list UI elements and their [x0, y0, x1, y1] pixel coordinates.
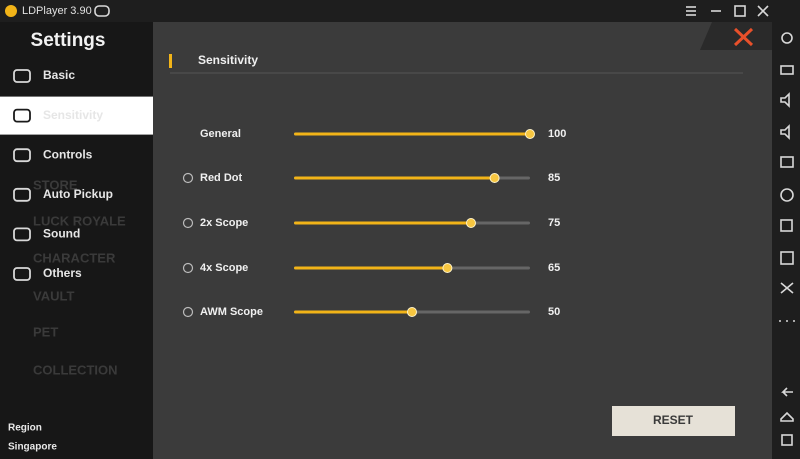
volume-up-tool[interactable] [780, 92, 790, 108]
window-title: LDPlayer 3.90 [22, 5, 92, 17]
close-window-button[interactable] [757, 5, 769, 17]
background-label: CHARACTER [33, 250, 116, 265]
menu: STORE LUCK ROYALE CHARACTER VAULT PET COLLECT… [0, 68, 153, 377]
region-value: Singapore [8, 442, 57, 453]
keyboard-tool[interactable] [780, 65, 794, 75]
slider-list: General 100 Red Dot 85 2x Scope 75 4x Scope 65 A… [182, 128, 566, 318]
volume-down-tool[interactable] [780, 124, 790, 140]
slider-label: General [200, 128, 241, 140]
slider-knob[interactable] [407, 307, 417, 317]
main-panel [153, 22, 772, 459]
slider-icon [182, 262, 194, 274]
slider-fill [294, 221, 471, 225]
reset-button[interactable] [612, 406, 735, 436]
menu-button[interactable] [686, 6, 696, 16]
reset-label: RESET [653, 413, 694, 427]
title-bar [0, 0, 800, 22]
slider-icon [182, 172, 194, 184]
close-corner [700, 22, 772, 50]
background-label: COLLECTION [33, 362, 118, 377]
app-logo [5, 5, 17, 17]
slider-fill [294, 132, 530, 136]
slider-fill [294, 266, 448, 270]
back-tool[interactable] [781, 387, 793, 397]
screenshot-tool[interactable] [780, 251, 794, 265]
add-tool[interactable] [780, 219, 793, 232]
menu-item[interactable]: Auto Pickup [43, 187, 113, 201]
slider-knob[interactable] [489, 173, 500, 183]
close-settings-button[interactable] [733, 27, 754, 47]
menu-item[interactable]: Others [43, 266, 82, 280]
scissor-tool[interactable] [780, 282, 794, 294]
section-title: Sensitivity [198, 53, 258, 67]
menu-icon[interactable] [13, 267, 31, 281]
background-label: PET [33, 324, 58, 339]
menu-highlight [0, 96, 153, 135]
screen-tool[interactable] [780, 156, 794, 168]
background-label: STORE [33, 177, 78, 192]
rotate-tool[interactable] [780, 188, 794, 202]
menu-item[interactable]: Sound [43, 227, 80, 241]
menu-icon[interactable] [13, 148, 31, 163]
menu-icon[interactable] [13, 69, 31, 83]
toolbar-icons [779, 32, 795, 446]
maximize-button[interactable] [734, 5, 746, 17]
menu-item[interactable]: Controls [43, 147, 93, 161]
slider-icon [182, 217, 194, 229]
menu-icon[interactable] [13, 187, 31, 202]
slider-label: 2x Scope [200, 217, 248, 229]
slider-label: Red Dot [200, 172, 243, 184]
home-tool[interactable] [780, 411, 794, 422]
slider-fill [294, 310, 412, 314]
slider-label: 4x Scope [200, 262, 248, 274]
slider-value: 65 [548, 262, 560, 274]
recent-tool[interactable] [781, 434, 793, 446]
section-marker [169, 54, 172, 68]
slider-value: 100 [548, 128, 566, 140]
slider-knob[interactable] [442, 263, 453, 273]
slider-value: 50 [548, 306, 560, 318]
slider-label: AWM Scope [200, 306, 263, 318]
slider-knob[interactable] [525, 129, 535, 139]
menu-icon[interactable] [13, 227, 31, 242]
slider-icon [182, 306, 194, 318]
menu-item[interactable]: Sensitivity [43, 108, 103, 122]
background-label: VAULT [33, 288, 74, 303]
background-label: LUCK ROYALE [33, 213, 126, 228]
gamepad-icon[interactable] [94, 5, 110, 17]
slider-knob[interactable] [466, 218, 476, 228]
menu-icon[interactable] [13, 108, 31, 123]
slider-fill [294, 176, 495, 180]
settings-title: Settings [31, 30, 106, 51]
settings-tool[interactable] [781, 32, 793, 44]
slider-value: 75 [548, 217, 560, 229]
region-label: Region [8, 423, 42, 434]
slider-value: 85 [548, 172, 560, 184]
menu-item[interactable]: Basic [43, 68, 75, 82]
side-toolbar [772, 22, 800, 459]
